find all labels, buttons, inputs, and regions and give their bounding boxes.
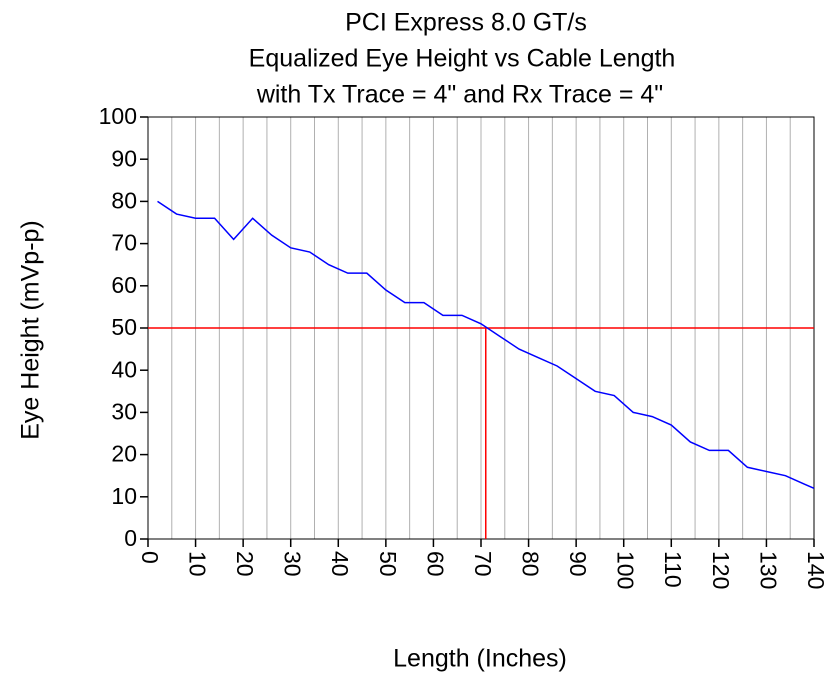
x-tick-label: 110	[660, 551, 686, 588]
y-tick-label: 60	[111, 272, 137, 298]
chart-title: Equalized Eye Height vs Cable Length	[249, 45, 676, 73]
x-tick-label: 10	[184, 551, 210, 577]
y-tick-label: 0	[124, 525, 137, 551]
x-tick-label: 130	[755, 551, 781, 589]
y-tick-label: 80	[111, 187, 137, 213]
y-axis-label: Eye Height (mVp-p)	[17, 220, 45, 440]
y-tick-label: 70	[111, 230, 137, 256]
x-tick-label: 50	[375, 551, 401, 577]
data-line	[157, 200, 815, 490]
chart-title: with Tx Trace = 4" and Rx Trace = 4"	[256, 81, 663, 109]
y-tick-label: 90	[111, 145, 137, 171]
x-tick-label: 30	[280, 551, 306, 577]
y-tick-label: 50	[111, 314, 137, 340]
x-tick-label: 80	[517, 551, 543, 577]
x-tick-label: 100	[613, 551, 639, 589]
y-tick-label: 30	[111, 398, 137, 424]
x-tick-label: 140	[803, 551, 829, 589]
y-tick-label: 10	[111, 483, 137, 509]
y-tick-label: 100	[99, 103, 137, 129]
x-tick-label: 120	[708, 551, 734, 589]
x-tick-label: 40	[327, 551, 353, 577]
x-axis-label: Length (Inches)	[393, 645, 567, 673]
x-tick-label: 0	[137, 551, 163, 564]
chart-title: PCI Express 8.0 GT/s	[345, 9, 587, 37]
x-tick-label: 60	[422, 551, 448, 577]
y-tick-label: 40	[111, 356, 137, 382]
x-tick-label: 90	[565, 551, 591, 577]
x-tick-label: 70	[470, 551, 496, 577]
y-tick-label: 20	[111, 441, 137, 467]
x-tick-label: 20	[232, 551, 258, 577]
